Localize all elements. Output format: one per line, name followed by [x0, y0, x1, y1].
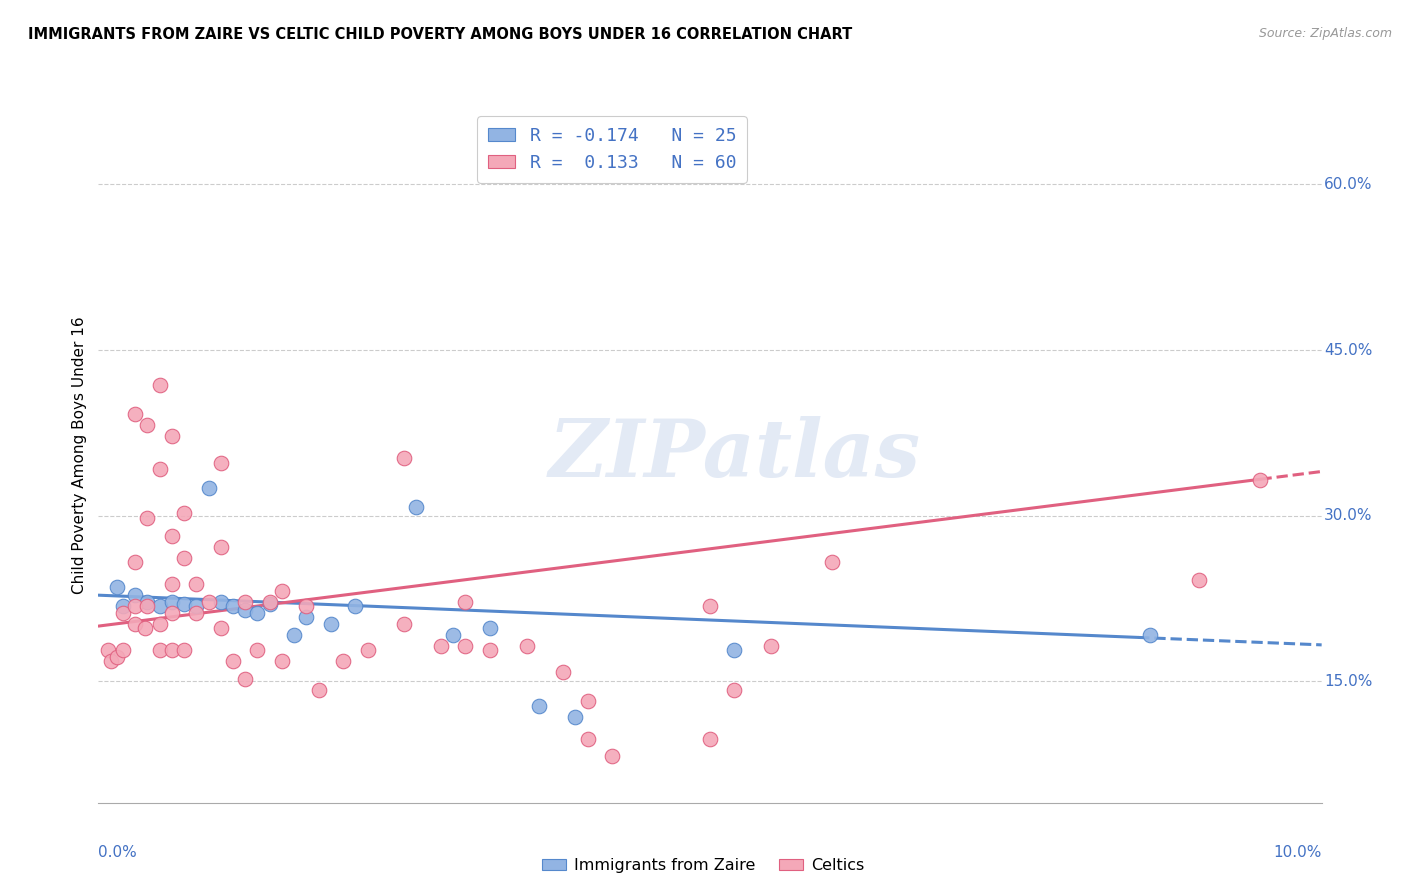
- Point: [553, 665, 575, 680]
- Point: [124, 616, 146, 631]
- Point: [209, 595, 232, 609]
- Point: [1249, 473, 1271, 487]
- Point: [233, 595, 256, 609]
- Point: [821, 555, 844, 569]
- Point: [111, 599, 134, 614]
- Point: [576, 694, 599, 708]
- Point: [197, 481, 219, 495]
- Point: [576, 731, 599, 746]
- Point: [160, 528, 183, 542]
- Text: 45.0%: 45.0%: [1324, 343, 1372, 358]
- Point: [149, 643, 172, 657]
- Point: [222, 655, 245, 669]
- Point: [124, 407, 146, 421]
- Point: [186, 606, 208, 620]
- Point: [516, 639, 538, 653]
- Point: [270, 583, 292, 598]
- Point: [149, 378, 172, 392]
- Point: [356, 643, 378, 657]
- Point: [295, 610, 318, 624]
- Point: [173, 550, 195, 565]
- Point: [723, 643, 745, 657]
- Point: [308, 683, 330, 698]
- Point: [344, 599, 367, 614]
- Point: [209, 621, 232, 635]
- Point: [134, 621, 156, 635]
- Point: [197, 595, 219, 609]
- Point: [478, 643, 501, 657]
- Text: 0.0%: 0.0%: [98, 845, 138, 860]
- Legend: Immigrants from Zaire, Celtics: Immigrants from Zaire, Celtics: [536, 852, 870, 880]
- Point: [527, 698, 550, 713]
- Point: [173, 643, 195, 657]
- Point: [319, 616, 342, 631]
- Point: [136, 595, 159, 609]
- Text: 30.0%: 30.0%: [1324, 508, 1372, 524]
- Text: ZIPatlas: ZIPatlas: [548, 417, 921, 493]
- Text: 60.0%: 60.0%: [1324, 177, 1372, 192]
- Point: [246, 643, 269, 657]
- Point: [97, 643, 120, 657]
- Point: [430, 639, 453, 653]
- Point: [564, 709, 586, 723]
- Point: [392, 616, 416, 631]
- Point: [233, 672, 256, 686]
- Legend: R = -0.174   N = 25, R =  0.133   N = 60: R = -0.174 N = 25, R = 0.133 N = 60: [477, 116, 747, 183]
- Point: [186, 577, 208, 591]
- Point: [405, 500, 427, 514]
- Point: [160, 606, 183, 620]
- Point: [160, 577, 183, 591]
- Point: [136, 511, 159, 525]
- Point: [699, 731, 721, 746]
- Point: [295, 599, 318, 614]
- Point: [173, 597, 195, 611]
- Point: [233, 602, 256, 616]
- Text: IMMIGRANTS FROM ZAIRE VS CELTIC CHILD POVERTY AMONG BOYS UNDER 16 CORRELATION CH: IMMIGRANTS FROM ZAIRE VS CELTIC CHILD PO…: [28, 27, 852, 42]
- Text: Source: ZipAtlas.com: Source: ZipAtlas.com: [1258, 27, 1392, 40]
- Point: [259, 597, 281, 611]
- Point: [699, 599, 721, 614]
- Text: 15.0%: 15.0%: [1324, 673, 1372, 689]
- Point: [149, 599, 172, 614]
- Point: [454, 639, 477, 653]
- Point: [454, 595, 477, 609]
- Point: [209, 456, 232, 470]
- Point: [283, 628, 305, 642]
- Point: [149, 462, 172, 476]
- Point: [600, 749, 623, 764]
- Point: [105, 581, 128, 595]
- Point: [1188, 573, 1211, 587]
- Point: [209, 540, 232, 554]
- Point: [259, 595, 281, 609]
- Point: [759, 639, 782, 653]
- Text: 10.0%: 10.0%: [1274, 845, 1322, 860]
- Point: [105, 650, 128, 665]
- Point: [186, 599, 208, 614]
- Point: [723, 683, 745, 698]
- Point: [160, 643, 183, 657]
- Point: [173, 507, 195, 521]
- Point: [1139, 628, 1161, 642]
- Y-axis label: Child Poverty Among Boys Under 16: Child Poverty Among Boys Under 16: [72, 316, 87, 594]
- Point: [160, 429, 183, 443]
- Point: [441, 628, 464, 642]
- Point: [246, 606, 269, 620]
- Point: [136, 599, 159, 614]
- Point: [124, 588, 146, 602]
- Point: [270, 655, 292, 669]
- Point: [222, 599, 245, 614]
- Point: [478, 621, 501, 635]
- Point: [100, 655, 122, 669]
- Point: [332, 655, 354, 669]
- Point: [136, 418, 159, 433]
- Point: [124, 555, 146, 569]
- Point: [149, 616, 172, 631]
- Point: [111, 643, 134, 657]
- Point: [160, 595, 183, 609]
- Point: [111, 606, 134, 620]
- Point: [124, 599, 146, 614]
- Point: [392, 451, 416, 466]
